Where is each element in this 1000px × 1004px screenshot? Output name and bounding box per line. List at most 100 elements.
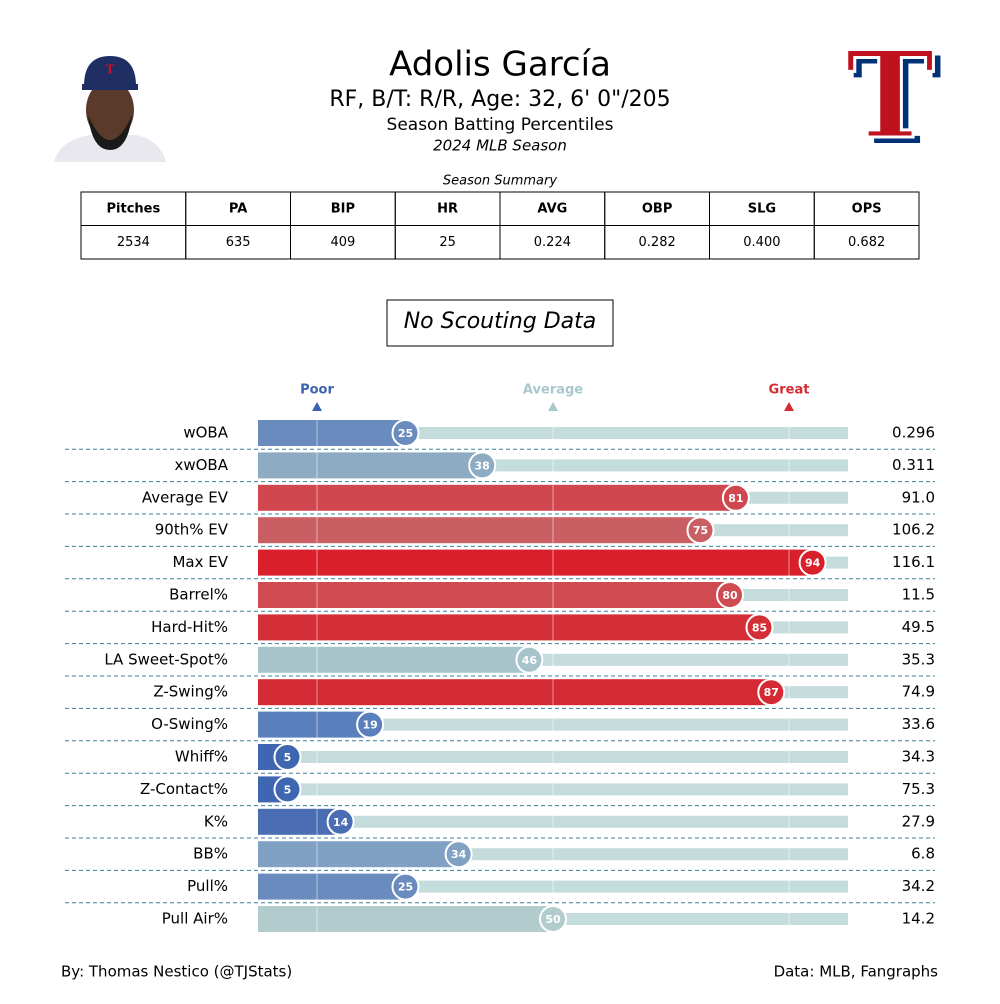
bar xyxy=(258,873,406,900)
percentile-label: 75 xyxy=(693,524,708,537)
svg-text:T: T xyxy=(852,31,941,172)
percentile-label: 19 xyxy=(362,719,377,732)
percentile-dot xyxy=(444,840,473,869)
percentile-dot xyxy=(686,516,715,545)
stat-value: 74.9 xyxy=(902,683,935,701)
table-header: Pitches xyxy=(107,201,161,216)
percentile-label: 87 xyxy=(764,686,779,699)
category-label: Max EV xyxy=(172,553,228,571)
percentile-label: 5 xyxy=(284,751,292,764)
stat-value: 0.296 xyxy=(892,424,935,442)
percentile-label: 80 xyxy=(722,589,738,602)
table-caption: Season Summary xyxy=(443,174,557,189)
marker-label: Poor xyxy=(300,383,334,398)
summary-table: Pitches PA BIP HR AVG OBP SLG OPS 2534 635 409 25 0.… xyxy=(80,191,920,260)
percentile-dot xyxy=(326,807,355,836)
stat-value: 106.2 xyxy=(892,521,935,539)
category-label: K% xyxy=(204,812,228,830)
note-box xyxy=(386,299,614,347)
category-label: LA Sweet-Spot% xyxy=(104,650,228,668)
stat-value: 6.8 xyxy=(911,845,935,863)
subtitle: RF, B/T: R/R, Age: 32, 6' 0"/205 xyxy=(329,87,670,112)
marker-triangle xyxy=(548,402,558,411)
category-label: xwOBA xyxy=(174,456,228,474)
table-value: 2534 xyxy=(117,235,150,250)
table-value: 25 xyxy=(439,235,456,250)
table-value: 0.400 xyxy=(743,235,780,250)
table-header: OBP xyxy=(642,201,673,216)
percentile-dot xyxy=(273,775,302,804)
percentile-label: 85 xyxy=(752,621,767,634)
bar xyxy=(258,711,371,738)
stat-value: 14.2 xyxy=(902,910,935,928)
percentile-label: 46 xyxy=(522,654,538,667)
table-header: AVG xyxy=(537,201,567,216)
svg-text:T: T xyxy=(106,63,115,77)
percentile-label: 34 xyxy=(451,848,467,861)
percentile-dot xyxy=(721,483,750,512)
team-logo: T T xyxy=(844,24,942,173)
table-cell xyxy=(813,225,920,260)
bar xyxy=(258,452,483,479)
table-header: BIP xyxy=(331,201,355,216)
bar xyxy=(258,549,813,576)
bar xyxy=(258,517,701,544)
percentile-label: 25 xyxy=(398,881,413,894)
stat-value: 91.0 xyxy=(902,488,935,506)
category-label: BB% xyxy=(193,845,228,863)
note: No Scouting Data xyxy=(404,309,597,334)
category-label: Whiff% xyxy=(175,748,228,766)
stat-value: 33.6 xyxy=(902,715,935,733)
stat-value: 35.3 xyxy=(902,650,935,668)
category-label: Z-Contact% xyxy=(140,780,228,798)
bar xyxy=(258,614,760,641)
stat-value: 34.2 xyxy=(902,877,935,895)
percentile-dot xyxy=(798,548,827,577)
season: 2024 MLB Season xyxy=(433,137,567,155)
marker-label: Average xyxy=(523,383,583,398)
description: Season Batting Percentiles xyxy=(387,115,614,135)
stat-value: 11.5 xyxy=(902,586,935,604)
stat-value: 0.311 xyxy=(892,456,935,474)
percentile-dot xyxy=(757,678,786,707)
percentile-dot xyxy=(273,743,302,771)
table-header: HR xyxy=(437,201,458,216)
marker-triangle xyxy=(312,402,322,411)
category-label: Pull% xyxy=(187,877,228,895)
category-label: 90th% EV xyxy=(155,521,229,539)
marker-label: Great xyxy=(769,383,810,398)
percentile-label: 81 xyxy=(728,492,743,505)
percentile-chart: wOBA 0.296 xwOBA 0.311 Average EV 91.0 90th% E… xyxy=(65,383,935,933)
category-label: Pull Air% xyxy=(162,910,228,928)
table-header: OPS xyxy=(852,201,882,216)
percentile-dot xyxy=(745,613,774,642)
category-label: wOBA xyxy=(183,424,228,442)
percentile-label: 94 xyxy=(805,557,821,570)
table-header: PA xyxy=(229,201,247,216)
bar xyxy=(258,906,553,932)
percentile-label: 14 xyxy=(333,816,349,829)
title: Adolis García xyxy=(389,45,611,85)
category-label: Barrel% xyxy=(169,586,228,604)
stat-value: 116.1 xyxy=(892,553,935,571)
percentile-label: 38 xyxy=(475,459,490,472)
percentile-dot xyxy=(515,645,544,674)
percentile-dot xyxy=(539,905,567,933)
category-label: Average EV xyxy=(142,488,229,506)
percentile-dot xyxy=(356,710,385,739)
marker-triangle xyxy=(784,402,794,411)
bar xyxy=(258,646,530,673)
bar xyxy=(258,420,406,446)
table-header: SLG xyxy=(748,201,776,216)
stat-value: 34.3 xyxy=(902,748,935,766)
svg-text:T: T xyxy=(845,25,934,166)
table-value: 0.282 xyxy=(639,235,676,250)
percentile-dot xyxy=(716,581,744,609)
percentile-label: 25 xyxy=(398,427,413,440)
table-value: 0.682 xyxy=(848,235,885,250)
bar xyxy=(258,841,459,868)
category-label: Z-Swing% xyxy=(153,683,228,701)
stat-value: 49.5 xyxy=(902,618,935,636)
bar xyxy=(258,679,772,706)
